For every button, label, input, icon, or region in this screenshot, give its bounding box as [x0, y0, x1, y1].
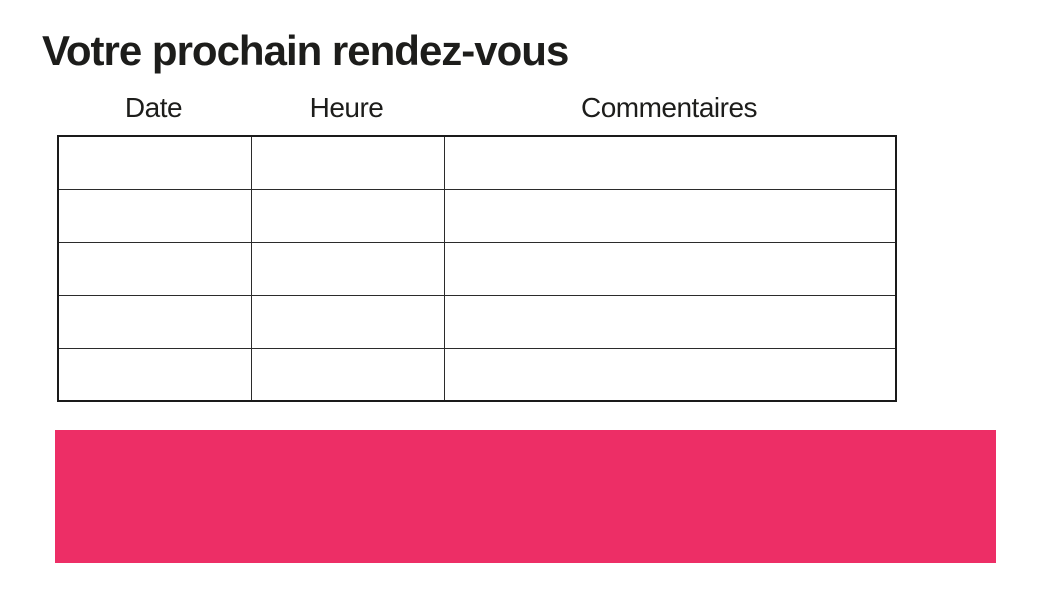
column-header-date: Date	[124, 92, 183, 123]
table-row	[57, 347, 897, 402]
appointments-table-body	[57, 135, 897, 402]
appointments-table	[57, 135, 897, 402]
table-cell[interactable]	[57, 188, 252, 243]
table-cell[interactable]	[250, 135, 445, 190]
table-cell[interactable]	[443, 347, 897, 402]
table-row	[57, 188, 897, 243]
table-cell[interactable]	[250, 188, 445, 243]
table-cell[interactable]	[250, 241, 445, 296]
table-cell[interactable]	[443, 294, 897, 349]
table-cell[interactable]	[57, 135, 252, 190]
table-row	[57, 241, 897, 296]
column-header-heure: Heure	[309, 92, 384, 123]
table-column-headers: Date Heure Commentaires	[57, 91, 895, 125]
column-header-commentaires: Commentaires	[580, 92, 758, 123]
table-row	[57, 294, 897, 349]
table-cell[interactable]	[57, 347, 252, 402]
table-cell[interactable]	[443, 135, 897, 190]
table-cell[interactable]	[57, 294, 252, 349]
table-cell[interactable]	[250, 294, 445, 349]
table-cell[interactable]	[57, 241, 252, 296]
table-row	[57, 135, 897, 190]
table-cell[interactable]	[443, 241, 897, 296]
page-title: Votre prochain rendez-vous	[42, 27, 569, 74]
table-cell[interactable]	[443, 188, 897, 243]
table-cell[interactable]	[250, 347, 445, 402]
pink-highlight-bar	[55, 430, 996, 563]
